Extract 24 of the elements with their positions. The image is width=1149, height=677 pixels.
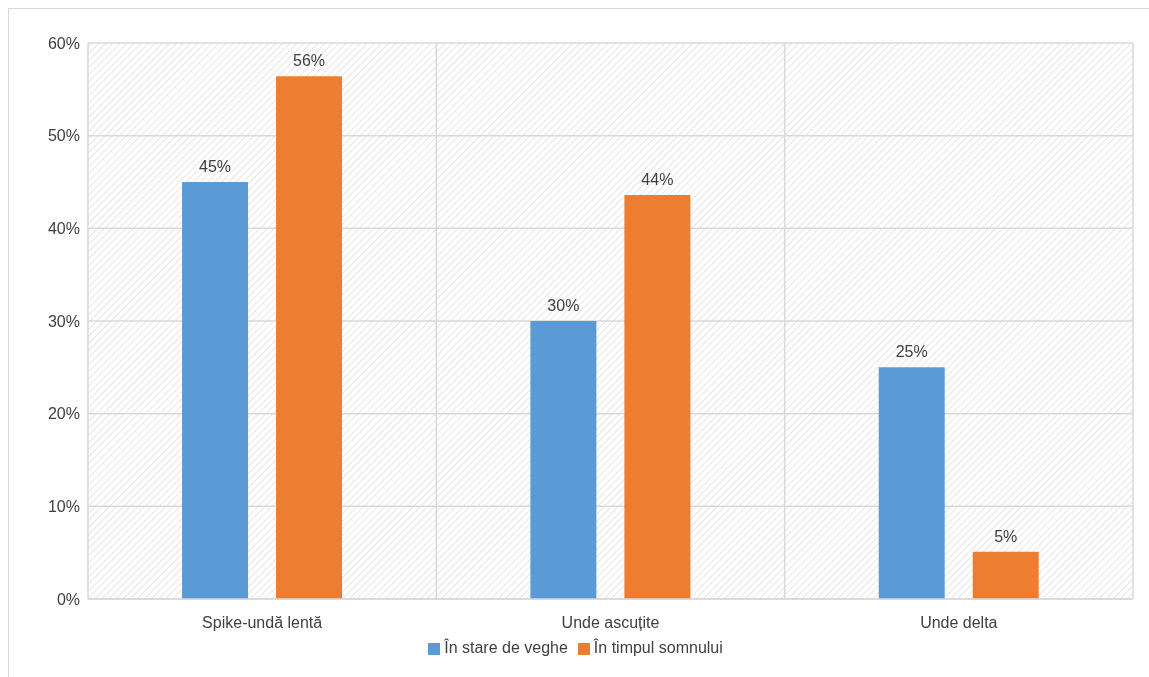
bar [624,194,691,599]
x-tick-label: Spike-undă lentă [202,614,323,632]
legend-label: În timpul somnului [593,639,723,656]
data-label: 45% [199,158,232,175]
bar [530,321,597,599]
y-tick-label: 10% [47,498,80,516]
y-tick-label: 50% [47,127,80,145]
data-label: 44% [641,170,674,188]
bar [276,76,343,599]
y-tick-label: 0% [56,590,80,608]
y-tick-label: 20% [47,405,80,423]
x-tick-label: Unde ascuțite [561,614,660,632]
y-tick-label: 30% [47,312,80,330]
bar [182,182,249,599]
bar [878,367,945,599]
legend-label: În stare de veghe [444,639,568,656]
bar [972,551,1039,599]
data-label: 30% [547,297,580,314]
data-label: 5% [994,527,1018,545]
y-tick-label: 40% [47,220,80,238]
data-label: 25% [895,343,928,361]
y-tick-label: 60% [47,34,80,52]
x-tick-label: Unde delta [920,614,998,632]
data-label: 56% [293,52,326,70]
